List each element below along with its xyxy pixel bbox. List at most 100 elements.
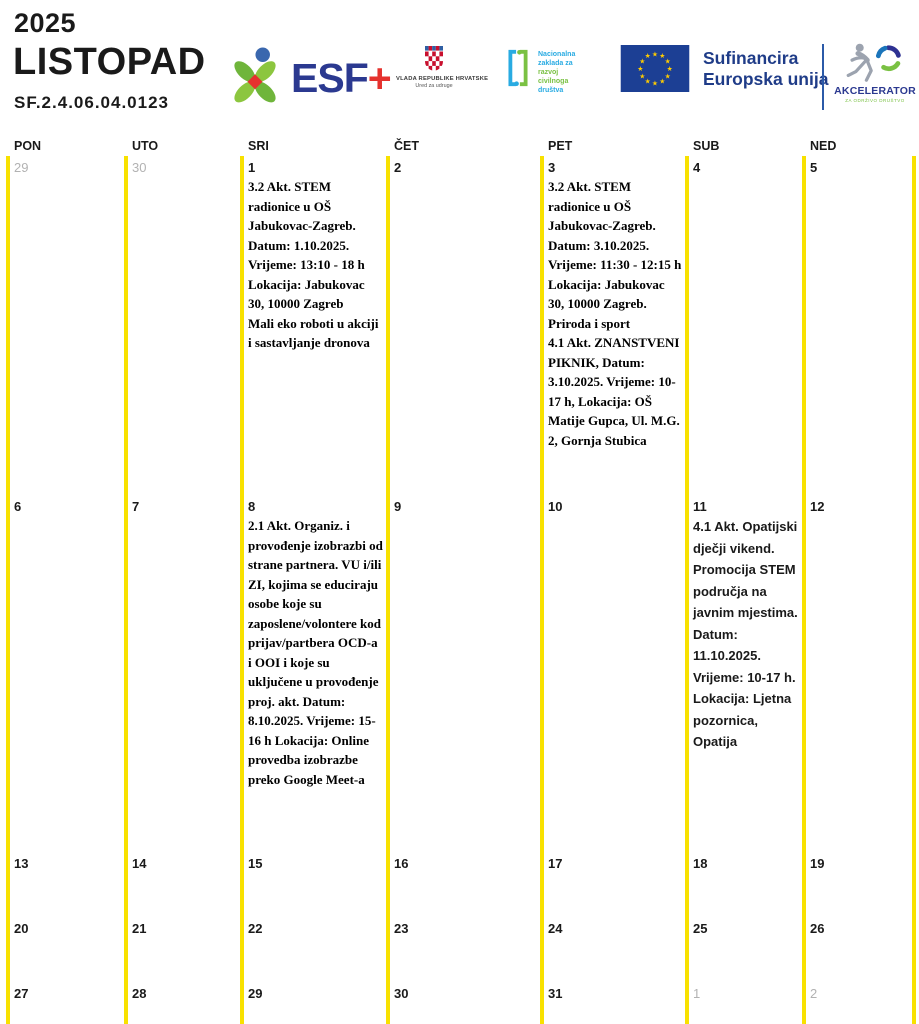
calendar-cell: 2 <box>386 156 540 495</box>
day-number: 3 <box>548 160 556 175</box>
calendar-cell: 3 3.2 Akt. STEM radionice u OŠ Jabukovac-… <box>540 156 685 495</box>
esf-logo-text: ESF+ <box>291 54 392 101</box>
calendar-cell: 1 3.2 Akt. STEM radionice u OŠ Jabukovac-… <box>240 156 386 495</box>
akcelerator-logo: AKCELERATOR ZA ODRŽIVO DRUŠTVO <box>833 42 917 103</box>
day-number: 16 <box>394 856 409 871</box>
calendar-cell: 24 <box>540 917 685 982</box>
event-text: 3.2 Akt. STEM radionice u OŠ Jabukovac-Z… <box>248 177 384 353</box>
calendar-cell: 15 <box>240 852 386 917</box>
calendar-cell: 19 <box>802 852 916 917</box>
eu-text-line1: Sufinancira <box>703 48 799 68</box>
day-number: 13 <box>14 856 29 871</box>
day-number: 21 <box>132 921 147 936</box>
day-number: 24 <box>548 921 563 936</box>
day-number: 22 <box>248 921 263 936</box>
calendar-cell: 1 <box>685 982 802 1024</box>
esf-logo: ESF+ <box>228 47 392 108</box>
calendar-cell: 31 <box>540 982 685 1024</box>
day-number: 15 <box>248 856 263 871</box>
event-paragraph: 2.1 Akt. Organiz. i provođenje izobrazbi… <box>248 518 383 787</box>
day-number: 12 <box>810 499 825 514</box>
weekday-label: UTO <box>132 139 159 153</box>
vlada-rh-logo: VLADA REPUBLIKE HRVATSKE Ured za udruge <box>396 46 489 89</box>
day-number: 30 <box>394 986 409 1001</box>
event-text: 4.1 Akt. Opatijski dječji vikend. Promoc… <box>693 516 800 753</box>
calendar-cell: 5 <box>802 156 916 495</box>
svg-text:★: ★ <box>645 52 651 60</box>
day-number: 19 <box>810 856 825 871</box>
svg-text:★: ★ <box>665 72 671 80</box>
project-code: SF.2.4.06.04.0123 <box>14 93 170 112</box>
calendar-cell: 23 <box>386 917 540 982</box>
calendar-cell: 7 <box>124 495 240 852</box>
logo-divider <box>822 44 824 110</box>
calendar-cell: 29 <box>6 156 124 495</box>
day-number: 30 <box>132 160 147 175</box>
vlada-logo-line2: Ured za udruge <box>415 83 453 89</box>
weekday-label: ČET <box>394 139 419 153</box>
calendar-cell: 12 <box>802 495 916 852</box>
weekday-label: SRI <box>248 139 269 153</box>
day-number: 14 <box>132 856 147 871</box>
svg-text:★: ★ <box>659 78 665 86</box>
zaklada-text-line: razvoj <box>538 69 559 76</box>
calendar-cell: 30 <box>124 156 240 495</box>
day-number: 26 <box>810 921 825 936</box>
calendar-cell: 16 <box>386 852 540 917</box>
svg-text:★: ★ <box>645 78 651 86</box>
day-number: 23 <box>394 921 409 936</box>
day-number: 11 <box>693 499 707 514</box>
svg-text:★: ★ <box>667 65 673 73</box>
zaklada-text-line: društva <box>538 87 564 94</box>
croatian-coat-of-arms-icon <box>396 46 472 71</box>
calendar-cell: 17 <box>540 852 685 917</box>
calendar-cell: 11 4.1 Akt. Opatijski dječji vikend. Prom… <box>685 495 802 852</box>
day-number: 6 <box>14 499 22 514</box>
month-title: LISTOPAD <box>13 41 206 83</box>
zaklada-text-line: Nacionalna <box>538 51 576 58</box>
svg-text:★: ★ <box>665 58 671 66</box>
calendar-cell: 20 <box>6 917 124 982</box>
event-paragraph: 3.2 Akt. STEM radionice u OŠ Jabukovac-Z… <box>248 179 365 311</box>
day-number: 9 <box>394 499 402 514</box>
zaklada-text-line: civilnoga <box>538 78 569 85</box>
zaklada-logo: Nacionalna zaklada za razvoj civilnoga društ… <box>505 48 575 95</box>
calendar-cell: 8 2.1 Akt. Organiz. i provođenje izobrazb… <box>240 495 386 852</box>
day-number: 25 <box>693 921 708 936</box>
day-number: 2 <box>394 160 402 175</box>
calendar-cell: 29 <box>240 982 386 1024</box>
weekday-header-row: PON UTO SRI ČET PET SUB NED <box>6 139 916 153</box>
akcelerator-name: AKCELERATOR <box>834 85 916 97</box>
day-number: 1 <box>693 986 701 1001</box>
day-number: 8 <box>248 499 256 514</box>
calendar-cell: 9 <box>386 495 540 852</box>
eu-cofunding-text: Sufinancira Europska unija <box>703 45 828 90</box>
akcelerator-tagline: ZA ODRŽIVO DRUŠTVO <box>845 98 905 103</box>
esf-plus-sign: + <box>367 54 392 101</box>
calendar-grid: 29 30 1 3.2 Akt. STEM radionice u OŠ Jabuko… <box>6 156 916 1024</box>
eu-text-line2: Europska unija <box>703 69 829 89</box>
day-number: 4 <box>693 160 701 175</box>
vlada-logo-line1: VLADA REPUBLIKE HRVATSKE <box>396 76 489 82</box>
calendar-cell: 10 <box>540 495 685 852</box>
calendar-cell: 14 <box>124 852 240 917</box>
brackets-icon <box>505 48 531 93</box>
year-title: 2025 <box>14 8 77 38</box>
calendar-cell: 6 <box>6 495 124 852</box>
svg-text:★: ★ <box>652 50 658 58</box>
event-paragraph: 4.1 Akt. Opatijski dječji vikend. Promoc… <box>693 519 798 749</box>
svg-text:★: ★ <box>659 52 665 60</box>
calendar-cell: 26 <box>802 917 916 982</box>
calendar-cell: 27 <box>6 982 124 1024</box>
svg-text:★: ★ <box>652 80 658 88</box>
calendar-cell: 18 <box>685 852 802 917</box>
day-number: 7 <box>132 499 140 514</box>
weekday-label: PET <box>548 139 573 153</box>
calendar-cell: 2 <box>802 982 916 1024</box>
eu-flag-icon: ★ ★ ★ ★ ★ ★ ★ ★ ★ ★ ★ ★ <box>620 45 690 97</box>
calendar-cell: 13 <box>6 852 124 917</box>
runner-pinwheel-icon <box>833 42 917 84</box>
day-number: 18 <box>693 856 708 871</box>
svg-text:★: ★ <box>639 72 645 80</box>
